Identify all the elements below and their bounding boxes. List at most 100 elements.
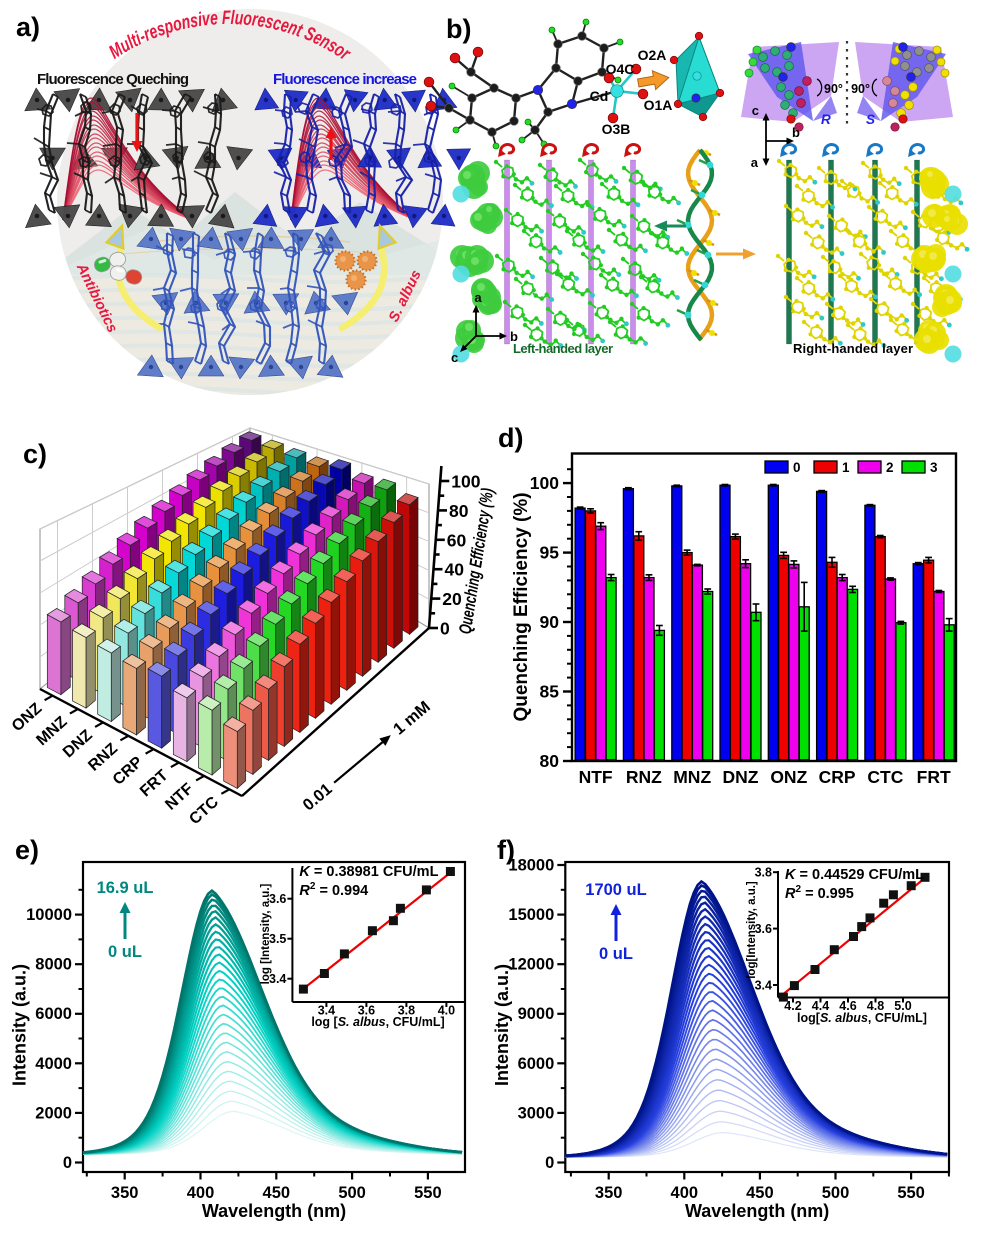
svg-text:4.2: 4.2 xyxy=(784,999,801,1013)
svg-text:3.4: 3.4 xyxy=(755,979,772,993)
svg-text:0: 0 xyxy=(545,1154,554,1172)
svg-text:0: 0 xyxy=(63,1154,72,1172)
svg-text:CRP: CRP xyxy=(819,767,856,787)
svg-text:400: 400 xyxy=(671,1184,699,1202)
svg-text:Cd: Cd xyxy=(590,88,609,104)
svg-text:3.6: 3.6 xyxy=(755,922,772,936)
svg-text:F: F xyxy=(222,7,231,29)
svg-text:6000: 6000 xyxy=(518,1055,555,1073)
svg-text:a: a xyxy=(751,155,759,170)
svg-text:3000: 3000 xyxy=(518,1104,555,1122)
svg-text:2000: 2000 xyxy=(35,1104,72,1122)
svg-text:350: 350 xyxy=(595,1184,623,1202)
svg-text:3.6: 3.6 xyxy=(269,892,286,906)
svg-text:v: v xyxy=(201,7,212,30)
svg-text:90°: 90° xyxy=(851,82,870,96)
svg-text:90°: 90° xyxy=(824,82,843,96)
svg-text:d): d) xyxy=(498,423,523,453)
svg-text:15000: 15000 xyxy=(508,906,554,924)
svg-text:R2 = 0.995: R2 = 0.995 xyxy=(785,884,854,902)
svg-text:RNZ: RNZ xyxy=(626,767,662,787)
svg-text:450: 450 xyxy=(746,1184,774,1202)
svg-text:0 uL: 0 uL xyxy=(599,945,633,963)
svg-text:S: S xyxy=(866,112,875,127)
svg-text:log[Intensity, a.u.]: log[Intensity, a.u.] xyxy=(746,881,758,979)
svg-text:85: 85 xyxy=(540,682,560,702)
svg-text:s: s xyxy=(263,10,275,33)
svg-text:a: a xyxy=(474,290,482,305)
svg-text:2: 2 xyxy=(886,460,894,475)
svg-text:0: 0 xyxy=(793,460,801,475)
svg-text:3.6: 3.6 xyxy=(358,1004,375,1018)
svg-text:Quenching Efficiency (%): Quenching Efficiency (%) xyxy=(511,492,532,721)
svg-text:16.9 uL: 16.9 uL xyxy=(97,879,154,897)
svg-text:b: b xyxy=(792,125,800,140)
svg-text:c): c) xyxy=(23,439,47,469)
svg-text:100: 100 xyxy=(530,473,559,493)
svg-text:1: 1 xyxy=(842,460,850,475)
svg-text:u: u xyxy=(234,7,244,29)
svg-text:O4C: O4C xyxy=(606,61,635,77)
svg-text:3.8: 3.8 xyxy=(755,866,772,880)
svg-text:s: s xyxy=(188,9,199,32)
svg-text:4.8: 4.8 xyxy=(867,999,884,1013)
svg-text:95: 95 xyxy=(540,543,560,563)
svg-text:Intensity (a.u.): Intensity (a.u.) xyxy=(10,964,30,1086)
svg-text:e: e xyxy=(209,7,218,29)
svg-text:c: c xyxy=(752,103,759,118)
svg-text:Fluorescence increase: Fluorescence increase xyxy=(273,71,417,88)
svg-text:3: 3 xyxy=(930,460,938,475)
svg-text:500: 500 xyxy=(338,1184,366,1202)
svg-text:8000: 8000 xyxy=(35,956,72,974)
svg-text:b: b xyxy=(510,329,518,344)
svg-text:18000: 18000 xyxy=(508,857,554,875)
svg-text:5.0: 5.0 xyxy=(894,999,911,1013)
svg-text:DNZ: DNZ xyxy=(723,767,759,787)
svg-text:log [Intensity, a.u.]: log [Intensity, a.u.] xyxy=(260,883,272,984)
svg-text:ONZ: ONZ xyxy=(770,767,807,787)
svg-text:4000: 4000 xyxy=(35,1055,72,1073)
svg-text:3.8: 3.8 xyxy=(398,1004,415,1018)
svg-text:Wavelength (nm): Wavelength (nm) xyxy=(685,1201,829,1221)
svg-text:550: 550 xyxy=(414,1184,442,1202)
svg-text:Intensity (a.u.): Intensity (a.u.) xyxy=(492,964,512,1086)
svg-text:Wavelength (nm): Wavelength (nm) xyxy=(202,1201,346,1221)
svg-text:Right-handed layer: Right-handed layer xyxy=(793,341,913,356)
svg-text:O3B: O3B xyxy=(602,121,631,137)
svg-text:log [S. albus, CFU/mL]: log [S. albus, CFU/mL] xyxy=(311,1015,444,1029)
svg-text:r: r xyxy=(251,8,260,31)
svg-text:4.4: 4.4 xyxy=(812,999,829,1013)
svg-text:12000: 12000 xyxy=(508,956,554,974)
svg-text:e: e xyxy=(256,9,267,32)
svg-text:c: c xyxy=(451,350,458,365)
svg-text:350: 350 xyxy=(111,1184,139,1202)
svg-text:R: R xyxy=(821,112,831,127)
svg-text:10000: 10000 xyxy=(26,906,72,924)
svg-text:4.6: 4.6 xyxy=(839,999,856,1013)
svg-text:1700 uL: 1700 uL xyxy=(585,881,646,899)
svg-text:NTF: NTF xyxy=(579,767,613,787)
svg-text:l: l xyxy=(230,7,235,29)
svg-text:0: 0 xyxy=(440,619,450,639)
svg-text:i: i xyxy=(197,9,204,31)
svg-text:100: 100 xyxy=(451,472,480,492)
svg-text:9000: 9000 xyxy=(518,1005,555,1023)
svg-text:20: 20 xyxy=(442,589,462,609)
svg-text:90: 90 xyxy=(540,612,560,632)
svg-text:CTC: CTC xyxy=(867,767,903,787)
svg-text:a): a) xyxy=(16,12,40,42)
svg-text:6000: 6000 xyxy=(35,1005,72,1023)
svg-text:Left-handed layer: Left-handed layer xyxy=(513,341,613,356)
svg-text:Fluorescence Queching: Fluorescence Queching xyxy=(37,71,189,88)
svg-text:log[S. albus, CFU/mL]: log[S. albus, CFU/mL] xyxy=(797,1011,927,1025)
svg-text:f): f) xyxy=(497,835,515,865)
svg-text:K = 0.44529 CFU/mL: K = 0.44529 CFU/mL xyxy=(785,867,924,883)
svg-text:80: 80 xyxy=(449,501,469,521)
svg-text:40: 40 xyxy=(445,560,465,580)
svg-text:O2A: O2A xyxy=(638,47,667,63)
svg-text:3.4: 3.4 xyxy=(318,1004,335,1018)
svg-text:500: 500 xyxy=(822,1184,850,1202)
svg-text:400: 400 xyxy=(187,1184,215,1202)
svg-text:o: o xyxy=(242,7,253,30)
svg-text:80: 80 xyxy=(540,751,560,771)
